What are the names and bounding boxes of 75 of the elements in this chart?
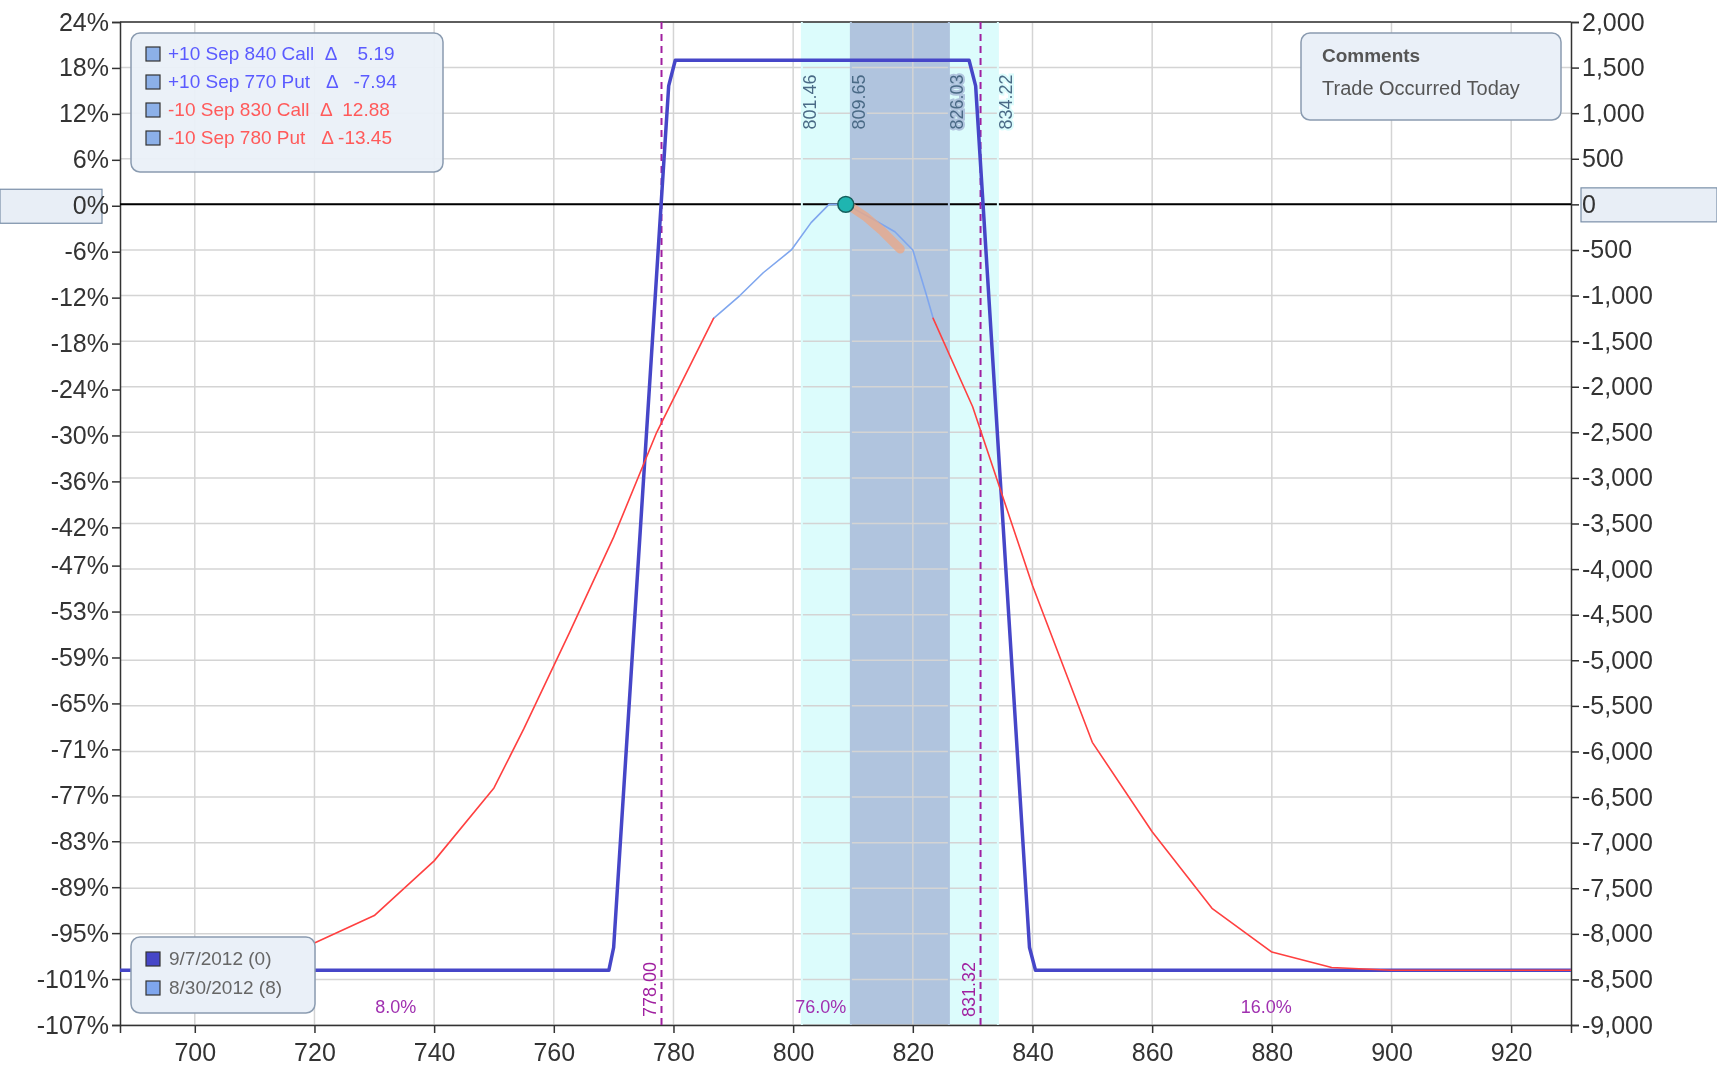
y-tick-label: 12% — [58, 99, 109, 128]
y2-tick-label: -1,500 — [1582, 326, 1653, 355]
y-tick-label: 18% — [58, 53, 109, 82]
x-tick-label: 720 — [294, 1038, 336, 1066]
y2-tick-label: 500 — [1582, 144, 1624, 173]
annotation: +10 Sep 770 Put Δ -7.94 — [168, 71, 398, 92]
y-tick-label: -12% — [50, 283, 109, 312]
x-tick-label: 700 — [174, 1038, 217, 1066]
x-tick-label: 740 — [413, 1038, 456, 1066]
y-tick-label: -89% — [50, 872, 109, 901]
legend-label: 8/30/2012 (8) — [169, 977, 283, 998]
x-tick-label: 800 — [772, 1038, 815, 1066]
x-tick-label: 760 — [533, 1038, 576, 1066]
y2-tick-label: -3,500 — [1582, 509, 1653, 537]
y2-tick-label: -7,000 — [1582, 828, 1653, 857]
ref-line-label: 826.03 — [946, 74, 967, 130]
x-tick-label: 780 — [653, 1038, 695, 1066]
y2-tick-label: -3,000 — [1582, 463, 1653, 492]
y-tick-label: -47% — [50, 551, 109, 580]
annotation: -10 Sep 830 Call Δ 12.88 — [168, 99, 390, 120]
y-tick-label: -24% — [50, 375, 109, 404]
y2-tick-label: -2,500 — [1582, 417, 1653, 446]
annotation: 16.0% — [1240, 997, 1292, 1017]
y2-tick-label: -7,500 — [1582, 873, 1653, 902]
y2-tick-label: -4,500 — [1582, 600, 1653, 629]
y-tick-label: -107% — [36, 1010, 109, 1039]
y2-tick-label: -5,500 — [1582, 691, 1653, 720]
ref-line-label: 801.46 — [799, 74, 820, 130]
y2-tick-label: -6,500 — [1582, 782, 1653, 811]
annotation: +10 Sep 840 Call Δ 5.19 — [168, 43, 395, 64]
y-tick-label: -53% — [50, 597, 109, 626]
y-tick-label: -77% — [50, 780, 109, 809]
y-tick-label: -65% — [50, 688, 109, 717]
ref-line-label: 778.00 — [639, 961, 660, 1017]
y2-tick-label: 2,000 — [1582, 7, 1645, 36]
y2-tick-label: -8,000 — [1582, 919, 1653, 948]
y2-tick-label: 1,000 — [1582, 98, 1645, 127]
y-tick-label: -42% — [50, 512, 109, 541]
y-tick-label: -30% — [50, 420, 109, 449]
y-tick-label: 6% — [72, 145, 109, 174]
annotation: Comments — [1322, 45, 1421, 66]
x-tick-label: 860 — [1131, 1038, 1174, 1066]
x-tick-label: 920 — [1490, 1038, 1533, 1066]
x-tick-label: 880 — [1251, 1038, 1294, 1066]
y-tick-label: -36% — [50, 466, 109, 495]
legend-label: 9/7/2012 (0) — [169, 948, 272, 969]
annotation: Trade Occurred Today — [1322, 77, 1520, 99]
y-tick-label: -71% — [50, 734, 109, 763]
y2-tick-label: -5,000 — [1582, 645, 1653, 674]
y2-tick-label: -4,000 — [1582, 554, 1653, 583]
ref-line-label: 831.32 — [958, 961, 979, 1017]
y-tick-label: -95% — [50, 918, 109, 947]
y2-tick-label: 0 — [1582, 189, 1596, 218]
y-tick-label: -83% — [50, 826, 109, 855]
y-tick-label: 24% — [58, 7, 109, 36]
y2-tick-label: -1,000 — [1582, 281, 1653, 310]
x-tick-label: 840 — [1012, 1038, 1054, 1066]
annotation: -10 Sep 780 Put Δ -13.45 — [168, 127, 392, 148]
annotation: 76.0% — [795, 997, 847, 1017]
x-tick-label: 820 — [892, 1038, 935, 1066]
y-tick-label: -18% — [50, 329, 109, 358]
x-tick-label: 900 — [1371, 1038, 1413, 1066]
ref-line-label: 809.65 — [848, 74, 869, 130]
y2-tick-label: -8,500 — [1582, 964, 1653, 993]
ref-line-label: 834.22 — [995, 74, 1016, 130]
y2-tick-label: -500 — [1582, 235, 1633, 264]
y2-tick-label: -6,000 — [1582, 736, 1653, 765]
y2-tick-label: 1,500 — [1582, 53, 1645, 82]
y-tick-label: 0% — [72, 191, 109, 220]
y-tick-label: -101% — [36, 964, 109, 993]
y2-tick-label: -2,000 — [1582, 372, 1653, 401]
y-tick-label: -59% — [50, 642, 109, 671]
y2-tick-label: -9,000 — [1582, 1010, 1653, 1039]
annotation: 8.0% — [375, 997, 417, 1017]
y-tick-label: -6% — [64, 237, 109, 266]
